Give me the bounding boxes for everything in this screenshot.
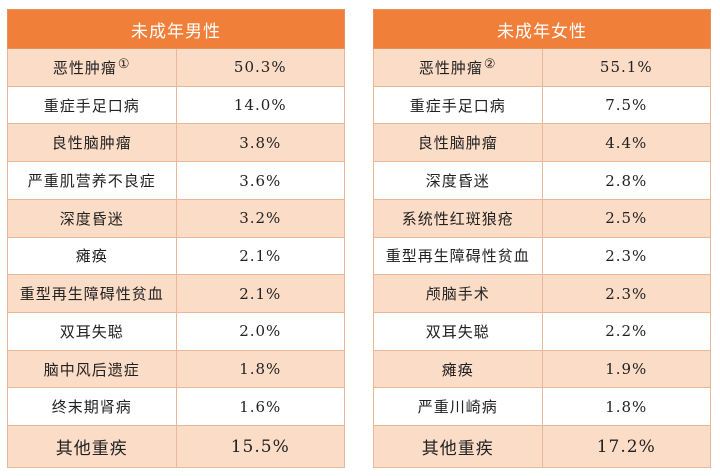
table-row: 严重川崎病 1.8% <box>373 387 711 427</box>
percentage-cell: 2.3% <box>541 274 711 314</box>
footnote-marker: ② <box>483 56 497 72</box>
disease-cell: 其他重疾 <box>373 425 543 468</box>
footnote-marker: ① <box>117 56 131 72</box>
percentage-cell: 2.8% <box>541 161 711 200</box>
table-row: 双耳失聪 2.0% <box>7 312 345 351</box>
disease-cell: 其他重疾 <box>7 425 177 468</box>
disease-cell: 严重川崎病 <box>373 387 543 427</box>
table-row: 重症手足口病 7.5% <box>373 85 711 125</box>
percentage-cell: 3.2% <box>175 198 345 238</box>
percentage-cell: 2.0% <box>175 312 345 351</box>
table-row: 恶性肿瘤② 55.1% <box>373 48 711 87</box>
disease-cell: 颅脑手术 <box>373 274 543 314</box>
disease-cell: 重型再生障碍性贫血 <box>7 274 177 314</box>
table-row: 系统性红斑狼疮 2.5% <box>373 198 711 238</box>
percentage-cell: 1.9% <box>541 349 711 389</box>
disease-cell: 双耳失聪 <box>373 312 543 351</box>
table-title-female: 未成年女性 <box>373 9 711 49</box>
table-row: 终末期肾病 1.6% <box>7 387 345 427</box>
female-minor-table: 未成年女性 恶性肿瘤② 55.1% 重症手足口病 7.5% 良性脑肿瘤 4.4%… <box>373 9 711 468</box>
percentage-cell: 50.3% <box>175 48 345 87</box>
table-row: 良性脑肿瘤 4.4% <box>373 123 711 163</box>
table-row: 其他重疾 17.2% <box>373 425 711 468</box>
percentage-cell: 3.6% <box>175 161 345 200</box>
male-minor-table: 未成年男性 恶性肿瘤① 50.3% 重症手足口病 14.0% 良性脑肿瘤 3.8… <box>7 9 345 468</box>
table-row: 深度昏迷 2.8% <box>373 161 711 200</box>
percentage-cell: 4.4% <box>541 123 711 163</box>
disease-cell: 终末期肾病 <box>7 387 177 427</box>
disease-cell: 脑中风后遗症 <box>7 349 177 389</box>
disease-cell: 双耳失聪 <box>7 312 177 351</box>
percentage-cell: 14.0% <box>175 85 345 125</box>
percentage-cell: 55.1% <box>541 48 711 87</box>
percentage-cell: 2.1% <box>175 274 345 314</box>
table-row: 瘫痪 2.1% <box>7 236 345 276</box>
disease-cell: 瘫痪 <box>7 236 177 276</box>
disease-cell: 深度昏迷 <box>7 198 177 238</box>
disease-cell: 良性脑肿瘤 <box>373 123 543 163</box>
table-row: 瘫痪 1.9% <box>373 349 711 389</box>
disease-cell: 恶性肿瘤① <box>7 48 177 87</box>
table-row: 重型再生障碍性贫血 2.1% <box>7 274 345 314</box>
table-row: 其他重疾 15.5% <box>7 425 345 468</box>
percentage-cell: 17.2% <box>541 425 711 468</box>
percentage-cell: 15.5% <box>175 425 345 468</box>
disease-label: 恶性肿瘤 <box>52 58 117 77</box>
disease-cell: 重型再生障碍性贫血 <box>373 236 543 276</box>
table-row: 良性脑肿瘤 3.8% <box>7 123 345 163</box>
percentage-cell: 2.5% <box>541 198 711 238</box>
disease-cell: 瘫痪 <box>373 349 543 389</box>
disease-cell: 系统性红斑狼疮 <box>373 198 543 238</box>
percentage-cell: 7.5% <box>541 85 711 125</box>
table-row: 双耳失聪 2.2% <box>373 312 711 351</box>
table-row: 深度昏迷 3.2% <box>7 198 345 238</box>
table-row: 恶性肿瘤① 50.3% <box>7 48 345 87</box>
disease-cell: 重症手足口病 <box>373 85 543 125</box>
percentage-cell: 3.8% <box>175 123 345 163</box>
table-row: 重症手足口病 14.0% <box>7 85 345 125</box>
disease-cell: 重症手足口病 <box>7 85 177 125</box>
disease-cell: 严重肌营养不良症 <box>7 161 177 200</box>
percentage-cell: 2.1% <box>175 236 345 276</box>
percentage-cell: 1.6% <box>175 387 345 427</box>
table-row: 脑中风后遗症 1.8% <box>7 349 345 389</box>
disease-cell: 深度昏迷 <box>373 161 543 200</box>
disease-label: 恶性肿瘤 <box>418 58 483 77</box>
table-row: 严重肌营养不良症 3.6% <box>7 161 345 200</box>
percentage-cell: 2.2% <box>541 312 711 351</box>
table-title-male: 未成年男性 <box>7 9 345 49</box>
disease-cell: 良性脑肿瘤 <box>7 123 177 163</box>
disease-cell: 恶性肿瘤② <box>373 48 543 87</box>
percentage-cell: 2.3% <box>541 236 711 276</box>
percentage-cell: 1.8% <box>175 349 345 389</box>
table-row: 重型再生障碍性贫血 2.3% <box>373 236 711 276</box>
percentage-cell: 1.8% <box>541 387 711 427</box>
table-row: 颅脑手术 2.3% <box>373 274 711 314</box>
